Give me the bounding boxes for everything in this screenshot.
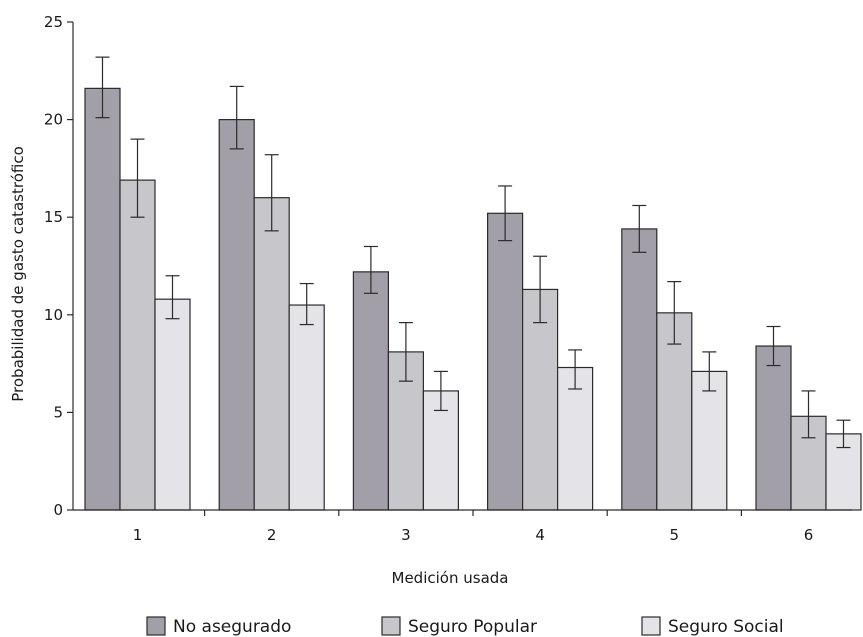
x-tick-label-5: 5 xyxy=(670,526,680,544)
legend-item-1: No asegurado xyxy=(146,616,291,637)
legend-item-2: Seguro Popular xyxy=(381,616,537,637)
y-tick-label-25: 25 xyxy=(44,13,63,31)
x-tick-label-2: 2 xyxy=(267,526,277,544)
error-bar-3-3 xyxy=(433,370,448,412)
y-tick-label-20: 20 xyxy=(44,111,63,129)
x-axis-title: Medición usada xyxy=(392,569,509,587)
legend-swatch xyxy=(146,616,166,636)
error-bar-4-1 xyxy=(498,185,513,242)
bar-4-3 xyxy=(556,366,594,511)
bar-5-3 xyxy=(691,370,728,511)
error-bar-1-1 xyxy=(95,56,110,119)
legend-label: No asegurado xyxy=(173,617,291,637)
error-bar-4-2 xyxy=(533,255,548,324)
error-bar-3-1 xyxy=(363,245,378,294)
y-tick-label-0: 0 xyxy=(53,501,63,519)
legend: No asegurado Seguro Popular Seguro Social xyxy=(146,616,784,637)
bars-layer xyxy=(84,87,862,511)
bar-3-1 xyxy=(352,271,389,511)
x-tick-label-1: 1 xyxy=(133,526,143,544)
bar-5-1 xyxy=(621,228,658,511)
x-tick-label-6: 6 xyxy=(804,526,814,544)
x-tick-label-4: 4 xyxy=(535,526,545,544)
bar-2-2 xyxy=(253,197,290,511)
error-bar-1-3 xyxy=(165,275,180,320)
axes-layer: 0 5 10 15 20 25 1 2 3 4 5 6 xyxy=(44,13,852,544)
x-tick-label-3: 3 xyxy=(401,526,411,544)
error-bar-3-2 xyxy=(398,322,413,382)
error-bar-1-2 xyxy=(130,138,145,218)
error-bar-5-2 xyxy=(667,281,682,345)
legend-label: Seguro Social xyxy=(668,617,784,637)
bar-1-1 xyxy=(84,87,121,511)
error-bars-layer xyxy=(95,56,851,449)
legend-label: Seguro Popular xyxy=(408,617,537,637)
bar-1-2 xyxy=(119,179,156,511)
y-axis-title: Probabilidad de gasto catastrófico xyxy=(9,146,27,402)
error-bar-2-2 xyxy=(264,154,279,232)
legend-swatch xyxy=(641,616,661,636)
legend-item-3: Seguro Social xyxy=(641,616,784,637)
bar-6-1 xyxy=(755,345,792,511)
error-bar-5-3 xyxy=(702,351,717,392)
y-tick-label-15: 15 xyxy=(44,208,63,226)
error-bar-6-1 xyxy=(766,325,781,367)
bar-1-3 xyxy=(154,298,191,511)
error-bar-4-3 xyxy=(568,349,583,390)
y-tick-label-5: 5 xyxy=(53,403,63,421)
legend-swatch xyxy=(381,616,401,636)
error-bar-5-1 xyxy=(632,204,647,253)
error-bar-2-3 xyxy=(299,282,314,326)
error-bar-6-3 xyxy=(836,419,851,449)
bar-4-1 xyxy=(487,212,524,511)
bar-2-1 xyxy=(218,118,255,511)
y-tick-label-10: 10 xyxy=(44,306,63,324)
error-bar-2-1 xyxy=(229,85,244,150)
bar-2-3 xyxy=(288,304,325,511)
error-bar-6-2 xyxy=(801,390,816,439)
